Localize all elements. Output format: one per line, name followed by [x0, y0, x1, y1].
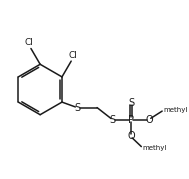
Text: O: O: [127, 131, 135, 141]
Text: methyl: methyl: [143, 145, 167, 151]
Text: methyl: methyl: [163, 107, 188, 113]
Text: P: P: [128, 115, 134, 125]
Text: S: S: [128, 98, 134, 108]
Text: S: S: [74, 103, 80, 113]
Text: Cl: Cl: [68, 51, 77, 60]
Text: O: O: [145, 115, 153, 125]
Text: S: S: [109, 115, 115, 125]
Text: Cl: Cl: [25, 38, 34, 47]
